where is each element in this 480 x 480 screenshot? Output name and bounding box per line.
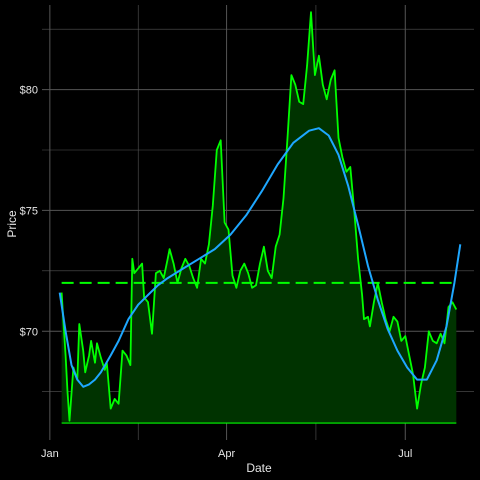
moving-average-line xyxy=(58,127,462,388)
x-tick-label: Apr xyxy=(218,448,235,460)
x-tick-label: Jan xyxy=(41,448,59,460)
tick-labels: $70 $75 $80 Jan Apr Jul xyxy=(20,85,413,460)
x-tick-label: Jul xyxy=(398,448,412,460)
area-layer xyxy=(61,12,457,424)
price-line xyxy=(60,11,458,422)
y-tick-label: $70 xyxy=(20,326,38,338)
y-axis-title: Price xyxy=(5,210,19,238)
x-axis-title: Date xyxy=(246,461,272,475)
y-tick-label: $80 xyxy=(20,85,38,97)
y-tick-label: $75 xyxy=(20,205,38,217)
price-area-fill xyxy=(61,12,457,424)
line-layer xyxy=(58,11,462,422)
